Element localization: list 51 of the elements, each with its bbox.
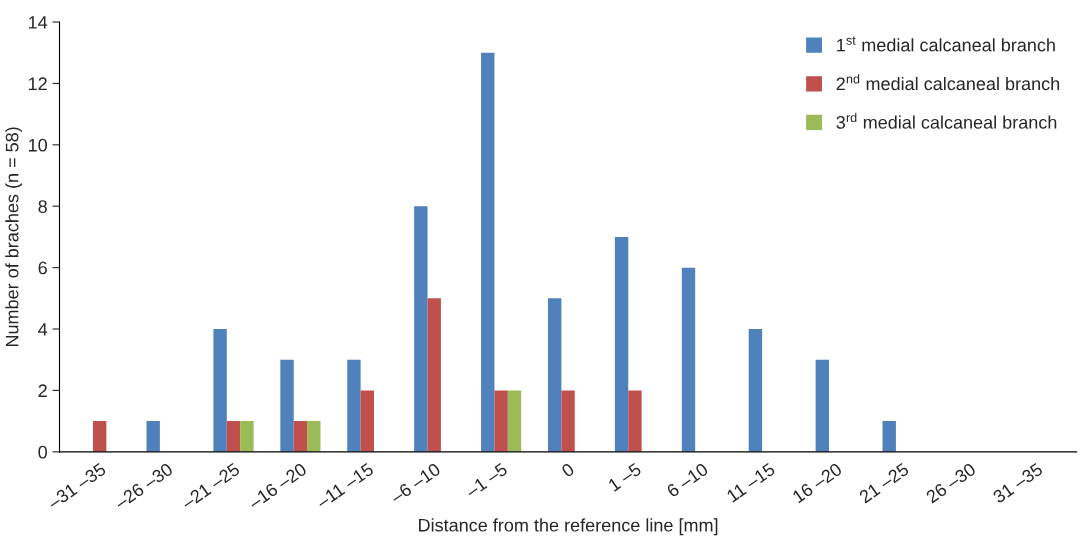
- x-tick-label: –21 –25: [180, 462, 241, 510]
- x-tick-label: 1 –5: [607, 462, 642, 492]
- y-tick-label: 10: [29, 138, 47, 152]
- y-tick-label: 14: [29, 16, 48, 29]
- x-tick-label: 0: [560, 462, 576, 478]
- bar: [226, 421, 241, 452]
- bar: [748, 329, 763, 452]
- bar: [360, 390, 374, 452]
- x-tick-label: 26 –30: [925, 462, 977, 504]
- bar: [414, 206, 428, 452]
- x-tick-label: –11 –15: [315, 462, 375, 510]
- y-axis-title: Number of braches (n = 58): [5, 127, 23, 347]
- bar: [347, 359, 361, 452]
- bar: [307, 421, 321, 452]
- x-tick-label: 6 –10: [665, 462, 709, 498]
- bar: [561, 390, 575, 452]
- x-axis-title: Distance from the reference line [mm]: [419, 518, 718, 536]
- bar: [882, 421, 896, 452]
- bar: [628, 390, 642, 452]
- bar: [507, 390, 522, 452]
- bar: [681, 267, 696, 452]
- bar: [494, 390, 508, 452]
- y-tick-label: 12: [29, 77, 47, 90]
- x-tick-label: –16 –20: [247, 462, 308, 510]
- bar: [146, 421, 160, 452]
- y-tick-label: 0: [38, 445, 47, 459]
- x-tick-label: –1 –5: [464, 462, 509, 499]
- legend-label: 1$^{st}$ medial calcaneal branch: [837, 36, 1055, 52]
- x-tick-label: 31 –35: [992, 462, 1044, 504]
- y-tick-label: 2: [38, 384, 47, 397]
- bar: [240, 421, 254, 452]
- bar: [815, 359, 830, 452]
- bar: [481, 52, 495, 452]
- bar: [614, 236, 629, 452]
- bar: [427, 298, 441, 452]
- x-tick-label: –6 –10: [389, 462, 442, 505]
- y-tick-label: 4: [38, 323, 48, 336]
- x-tick-label: 11 –15: [726, 462, 776, 503]
- bar: [547, 298, 562, 452]
- x-tick-label: –31 –35: [46, 462, 107, 510]
- y-tick-label: 8: [38, 200, 47, 213]
- bar: [280, 359, 294, 452]
- x-tick-label: –26 –30: [113, 462, 174, 510]
- x-tick-label: 21 –25: [858, 462, 910, 504]
- legend-label: 3$^{rd}$ medial calcaneal branch: [836, 112, 1057, 129]
- bar: [92, 421, 107, 452]
- x-tick-label: 16 –20: [791, 462, 843, 504]
- bar: [293, 421, 308, 452]
- legend-label: 2$^{nd}$ medial calcaneal branch: [836, 74, 1060, 91]
- y-tick-label: 6: [38, 261, 47, 275]
- bar: [213, 329, 227, 452]
